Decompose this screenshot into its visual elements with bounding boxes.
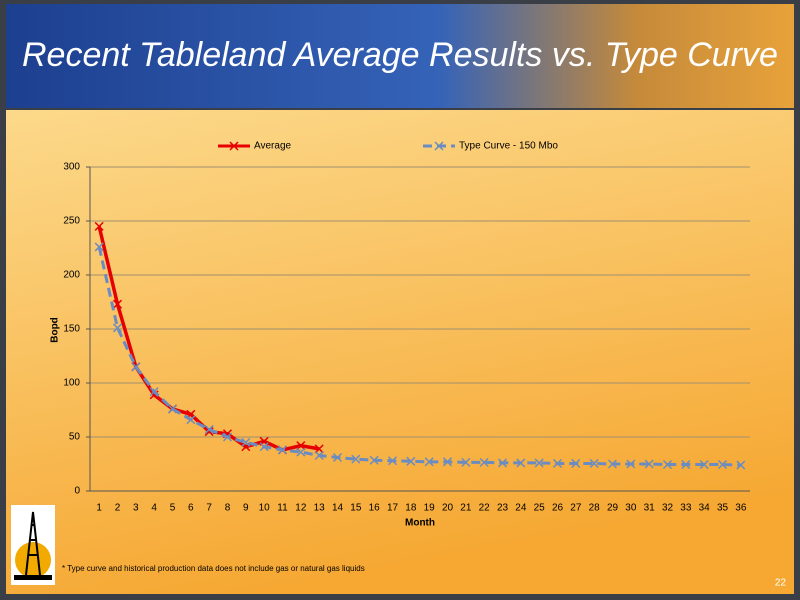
y-tick-label: 150 (63, 324, 80, 335)
legend-label: Average (254, 141, 292, 152)
point-marker (424, 457, 434, 467)
y-tick-label: 100 (63, 378, 80, 389)
y-tick-label: 300 (63, 162, 80, 173)
x-tick-label: 8 (225, 503, 231, 514)
x-tick-label: 21 (460, 503, 472, 514)
x-tick-label: 34 (699, 503, 711, 514)
x-tick-label: 14 (332, 503, 344, 514)
x-tick-label: 20 (442, 503, 454, 514)
point-marker (259, 442, 269, 452)
point-marker (589, 458, 599, 468)
y-tick-label: 250 (63, 216, 80, 227)
footnote: * Type curve and historical production d… (62, 564, 365, 573)
x-tick-label: 7 (206, 503, 212, 514)
point-marker (296, 447, 306, 457)
point-marker (552, 458, 563, 468)
x-tick-label: 26 (552, 503, 564, 514)
point-marker (167, 404, 178, 414)
point-marker (314, 444, 324, 454)
point-marker (314, 450, 324, 460)
x-tick-label: 6 (188, 503, 194, 514)
x-tick-label: 12 (295, 503, 307, 514)
y-tick-label: 0 (74, 486, 80, 497)
x-axis-label: Month (405, 518, 435, 529)
point-marker (442, 457, 453, 467)
x-tick-label: 31 (644, 503, 656, 514)
point-marker (479, 457, 489, 467)
page-number: 22 (775, 578, 787, 589)
point-marker (149, 387, 159, 397)
point-marker (112, 323, 123, 333)
point-marker (94, 242, 104, 252)
x-tick-label: 32 (662, 503, 674, 514)
body (6, 110, 794, 594)
y-axis-label: Bopd (50, 317, 61, 343)
point-marker (662, 460, 673, 470)
point-marker (296, 441, 306, 451)
x-tick-label: 28 (589, 503, 601, 514)
legend-marker (434, 141, 444, 151)
x-tick-label: 4 (151, 503, 157, 514)
point-marker (571, 458, 581, 468)
point-marker (351, 454, 361, 464)
x-tick-label: 9 (243, 503, 249, 514)
point-marker (204, 424, 214, 434)
point-marker (369, 455, 379, 465)
legend-label: Type Curve - 150 Mbo (459, 141, 558, 152)
point-marker (736, 460, 746, 470)
x-tick-label: 16 (369, 503, 381, 514)
x-tick-label: 22 (479, 503, 491, 514)
x-tick-label: 17 (387, 503, 399, 514)
point-marker (607, 459, 618, 469)
point-marker (406, 456, 416, 466)
x-tick-label: 18 (405, 503, 417, 514)
point-marker (699, 460, 709, 470)
point-marker (277, 445, 288, 455)
point-marker (131, 362, 141, 372)
x-tick-label: 15 (350, 503, 362, 514)
slide-title: Recent Tableland Average Results vs. Typ… (22, 36, 778, 74)
x-tick-label: 13 (314, 503, 326, 514)
x-tick-label: 19 (424, 503, 436, 514)
y-tick-label: 200 (63, 270, 80, 281)
series-line (97, 246, 741, 467)
x-tick-label: 25 (534, 503, 546, 514)
x-tick-label: 29 (607, 503, 619, 514)
point-marker (222, 432, 233, 442)
point-marker (534, 458, 544, 468)
legend-marker (229, 141, 239, 151)
point-marker (332, 452, 343, 463)
logo (11, 505, 55, 585)
x-tick-label: 30 (625, 503, 637, 514)
point-marker (461, 457, 471, 467)
point-marker (626, 459, 636, 469)
point-marker (497, 458, 508, 468)
x-tick-label: 11 (277, 503, 288, 514)
point-marker (241, 437, 251, 447)
point-marker (387, 456, 398, 466)
x-tick-label: 27 (570, 503, 582, 514)
y-tick-label: 50 (69, 432, 81, 443)
x-tick-label: 23 (497, 503, 509, 514)
header (6, 4, 794, 108)
point-marker (644, 459, 654, 469)
x-tick-label: 24 (515, 503, 527, 514)
x-tick-label: 35 (717, 503, 729, 514)
x-tick-label: 2 (115, 503, 121, 514)
x-tick-label: 5 (170, 503, 176, 514)
point-marker (717, 460, 728, 470)
x-tick-label: 1 (96, 503, 102, 514)
point-marker (94, 221, 104, 231)
x-tick-label: 36 (735, 503, 747, 514)
point-marker (112, 299, 123, 309)
point-marker (681, 460, 691, 470)
x-tick-label: 3 (133, 503, 139, 514)
x-tick-label: 33 (680, 503, 692, 514)
point-marker (186, 415, 196, 425)
point-marker (516, 458, 526, 468)
x-tick-label: 10 (259, 503, 271, 514)
